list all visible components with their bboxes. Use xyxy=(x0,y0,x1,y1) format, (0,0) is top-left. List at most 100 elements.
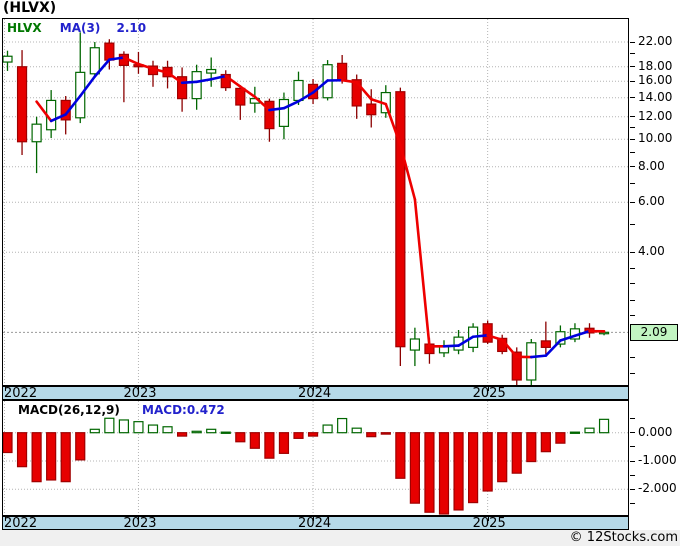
year-tick xyxy=(313,387,315,391)
year-tick xyxy=(487,387,489,391)
candle-down xyxy=(395,87,406,367)
price-panel: HLVX MA(3) 2.10 xyxy=(2,18,629,386)
price-axis-label: 18.00 xyxy=(638,58,673,73)
ma3-line-segment xyxy=(500,338,519,359)
ma3-line-segment xyxy=(108,56,126,61)
candle-up xyxy=(569,323,581,343)
ma3-line-segment xyxy=(457,335,475,347)
ma3-line-segment xyxy=(297,91,315,103)
macd-bar-negative xyxy=(526,432,537,463)
macd-bar-positive xyxy=(162,426,173,434)
year-label: 2022 xyxy=(4,386,38,401)
ma3-line-segment xyxy=(544,339,562,357)
ma3-line-segment xyxy=(180,80,198,85)
candle-down xyxy=(16,50,28,156)
macd-axis-minor-tick xyxy=(630,502,635,504)
ma3-line-segment xyxy=(442,344,460,348)
macd-bar-positive xyxy=(147,424,159,434)
year-tick xyxy=(313,517,315,521)
ma3-line-segment xyxy=(369,97,388,106)
macd-bar-positive xyxy=(337,417,348,434)
price-axis-minor-tick xyxy=(630,300,635,302)
macd-bar-positive xyxy=(89,428,100,434)
ma3-line-segment xyxy=(93,58,111,78)
macd-bar-negative xyxy=(46,432,57,481)
macd-chart xyxy=(3,401,628,515)
year-label: 2023 xyxy=(123,386,157,401)
year-tick xyxy=(138,517,140,521)
year-label: 2022 xyxy=(4,516,38,531)
ma3-line-segment xyxy=(268,106,286,112)
candle-down xyxy=(482,320,493,345)
candle-up xyxy=(31,116,42,174)
year-tick xyxy=(4,517,6,521)
macd-bar-negative xyxy=(395,432,406,479)
ma3-line-segment xyxy=(340,78,359,84)
year-label: 2025 xyxy=(472,386,506,401)
ma3-line-segment xyxy=(166,71,184,85)
candle-up xyxy=(278,92,290,140)
ma3-line-segment xyxy=(239,85,257,99)
ma3-line-segment xyxy=(122,56,140,66)
price-axis-minor-tick xyxy=(630,151,635,153)
price-axis-minor-tick xyxy=(630,224,635,226)
macd-axis-minor-tick xyxy=(630,446,635,448)
year-label: 2023 xyxy=(123,516,157,531)
ma3-line-segment xyxy=(559,334,577,342)
macd-bar-positive xyxy=(206,428,217,434)
price-legend: HLVX MA(3) 2.10 xyxy=(7,21,158,35)
price-axis-label: 14.00 xyxy=(638,89,673,104)
price-axis-tick xyxy=(630,41,635,43)
price-axis-minor-tick xyxy=(630,268,635,270)
price-axis-minor-tick xyxy=(630,126,635,128)
macd-bar-negative xyxy=(31,432,42,483)
macd-axis-label: -1.000 xyxy=(638,453,677,467)
ma3-line-segment xyxy=(311,79,329,94)
ma3-line-segment xyxy=(529,354,548,359)
macd-bar-positive xyxy=(133,421,144,434)
macd-bar-positive xyxy=(598,418,610,434)
macd-panel: MACD(26,12,9) MACD:0.472 xyxy=(2,400,629,516)
macd-bar-negative xyxy=(453,432,464,511)
price-axis: 22.00 18.00 16.00 14.00 12.00 10.00 8.00 6.00 4.… xyxy=(629,0,680,546)
macd-bar-positive xyxy=(220,431,231,434)
year-tick xyxy=(138,387,140,391)
ma3-line-segment xyxy=(413,197,431,348)
year-label: 2025 xyxy=(472,516,506,531)
macd-bar-negative xyxy=(366,432,377,438)
price-axis-minor-tick xyxy=(630,283,635,285)
price-axis-tick xyxy=(630,251,635,253)
year-label: 2024 xyxy=(298,386,332,401)
ma3-line-segment xyxy=(384,102,402,147)
page-title: (HLVX) xyxy=(3,0,57,16)
last-price-marker: 2.09 xyxy=(630,324,678,342)
macd-bar-negative xyxy=(497,432,508,483)
macd-bar-negative xyxy=(264,432,275,459)
candle-up xyxy=(3,50,13,71)
macd-axis-minor-tick xyxy=(630,418,635,420)
macd-bar-negative xyxy=(540,432,551,453)
price-axis-label: 6.00 xyxy=(638,194,665,209)
macd-bar-negative xyxy=(482,432,493,492)
year-axis-bottom: 2022 2023 2024 2025 xyxy=(2,516,629,531)
ma3-line-segment xyxy=(137,62,155,71)
candle-up xyxy=(75,32,86,124)
macd-axis-minor-tick xyxy=(630,474,635,476)
price-axis-minor-tick xyxy=(630,182,635,184)
price-axis-tick xyxy=(630,80,635,82)
ma3-line-segment xyxy=(282,100,300,110)
price-axis-minor-tick xyxy=(630,372,635,374)
candle-up xyxy=(89,42,100,78)
ma3-line-segment xyxy=(471,334,489,339)
price-axis-tick xyxy=(630,97,635,99)
candle-down xyxy=(177,67,188,112)
ma3-line-segment xyxy=(49,113,68,123)
macd-value: MACD:0.472 xyxy=(142,403,225,417)
ma3-line-segment xyxy=(355,81,373,101)
ma3-line-segment xyxy=(399,143,417,201)
price-axis-label: 10.00 xyxy=(638,131,673,146)
candle-down xyxy=(147,60,159,87)
macd-bar-negative xyxy=(16,432,28,468)
candle-up xyxy=(453,329,464,355)
